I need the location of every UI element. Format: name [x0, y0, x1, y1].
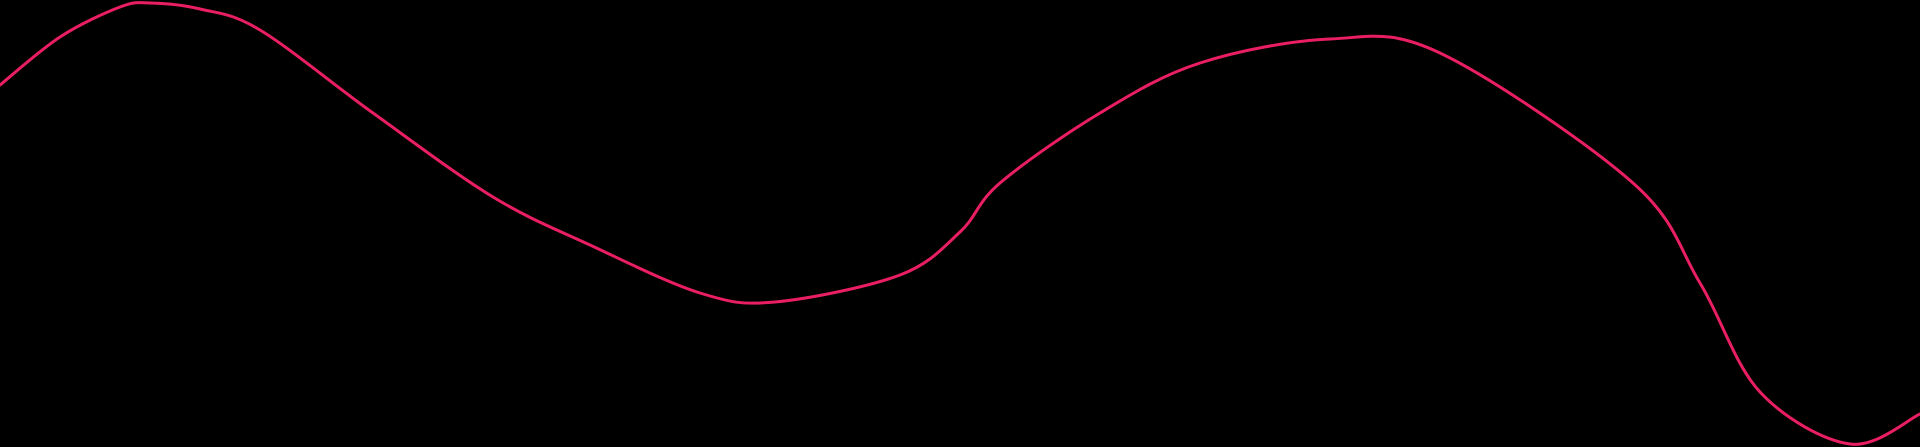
- curve-chart: [0, 1, 1920, 446]
- curve-line: [0, 1, 1920, 446]
- plot-canvas: [0, 0, 1920, 447]
